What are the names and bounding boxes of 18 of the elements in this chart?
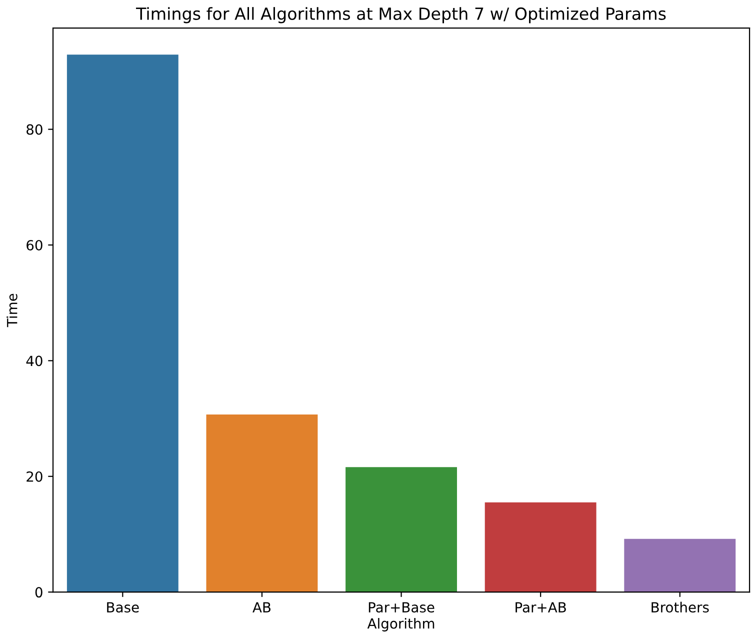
chart-title: Timings for All Algorithms at Max Depth 7 w/ Optimized Params bbox=[136, 7, 666, 24]
x-tick-label: AB bbox=[252, 602, 270, 612]
x-tick-label: Par+Base bbox=[368, 602, 434, 613]
y-tick-label: 60 bbox=[26, 240, 42, 250]
y-axis-title: Time bbox=[6, 294, 18, 328]
y-tick-label: 20 bbox=[26, 471, 42, 482]
bar bbox=[624, 538, 736, 592]
x-axis-title: Algorithm bbox=[367, 618, 434, 632]
bar bbox=[66, 54, 178, 592]
bar bbox=[484, 502, 596, 592]
x-tick-label: Brothers bbox=[652, 602, 709, 613]
x-tick-label: Par+AB bbox=[516, 602, 566, 613]
x-tick-label: Base bbox=[107, 602, 139, 613]
y-tick-label: 0 bbox=[35, 587, 42, 598]
bar bbox=[346, 467, 457, 592]
bar bbox=[206, 414, 318, 592]
y-tick-label: 80 bbox=[26, 124, 42, 135]
y-tick-label: 40 bbox=[26, 356, 42, 366]
